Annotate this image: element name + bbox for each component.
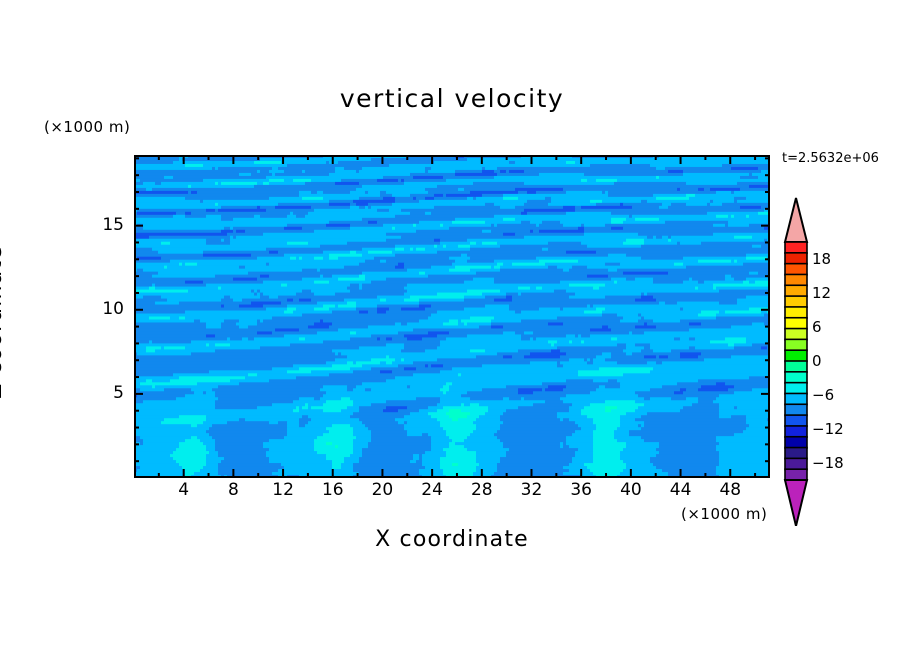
- colorbar-band: [784, 306, 808, 319]
- x-tick-label: 8: [227, 480, 239, 500]
- colorbar-band: [784, 381, 808, 395]
- colorbar-band: [784, 295, 808, 309]
- colorbar-tick-label: −12: [812, 420, 844, 438]
- colorbar-band: [784, 241, 808, 255]
- colorbar-band: [784, 316, 808, 330]
- colorbar-band: [784, 262, 808, 276]
- x-tick-label: 44: [669, 480, 692, 500]
- colorbar-tick-label: 0: [812, 352, 822, 370]
- colorbar-band: [784, 446, 808, 460]
- x-tick-label: 48: [719, 480, 742, 500]
- colorbar-band: [784, 327, 808, 341]
- colorbar-tick-label: 6: [812, 318, 822, 336]
- colorbar-band: [784, 392, 808, 406]
- timestamp-annotation: t=2.5632e+06: [782, 151, 879, 166]
- x-tick-label: 40: [620, 480, 642, 500]
- colorbar-band: [784, 284, 808, 298]
- x-tick-label: 20: [371, 480, 394, 500]
- colorbar-band: [784, 349, 808, 363]
- page-title: vertical velocity: [339, 84, 565, 113]
- x-axis-unit-label: (×1000 m): [681, 505, 768, 523]
- y-axis-unit-label: (×1000 m): [44, 118, 131, 136]
- colorbar-band: [784, 435, 808, 449]
- colorbar-tick-label: 18: [812, 250, 832, 268]
- x-tick-label: 12: [272, 480, 294, 500]
- colorbar-band: [784, 338, 808, 352]
- colorbar-band: [784, 457, 808, 471]
- colorbar-band: [784, 414, 808, 428]
- colorbar-band: [784, 425, 808, 438]
- colorbar-under-cap: [783, 479, 809, 527]
- y-tick-label: 5: [113, 382, 124, 403]
- contour-plot-panel: [134, 155, 770, 478]
- colorbar-band: [784, 360, 808, 374]
- colorbar-tick-label: −18: [812, 454, 844, 472]
- colorbar-over-cap: [783, 197, 809, 243]
- colorbar-tick-label: −6: [812, 386, 835, 404]
- x-tick-label: 32: [520, 480, 543, 500]
- y-tick-label: 10: [102, 298, 124, 319]
- y-axis-title: Z coordinate: [0, 245, 7, 399]
- colorbar: [776, 196, 816, 527]
- x-axis-title: X coordinate: [375, 527, 529, 552]
- x-tick-label: 28: [470, 480, 493, 500]
- colorbar-tick-label: 12: [812, 284, 832, 302]
- colorbar-band: [784, 371, 808, 384]
- x-tick-label: 24: [421, 480, 443, 500]
- x-tick-label: 4: [178, 480, 190, 500]
- colorbar-band: [784, 273, 808, 287]
- x-tick-label: 36: [570, 480, 592, 500]
- colorbar-band: [784, 252, 808, 265]
- contour-field: [134, 155, 770, 478]
- colorbar-band: [784, 403, 808, 417]
- colorbar-band: [784, 468, 808, 482]
- x-tick-label: 16: [321, 480, 344, 500]
- y-tick-label: 15: [102, 214, 124, 235]
